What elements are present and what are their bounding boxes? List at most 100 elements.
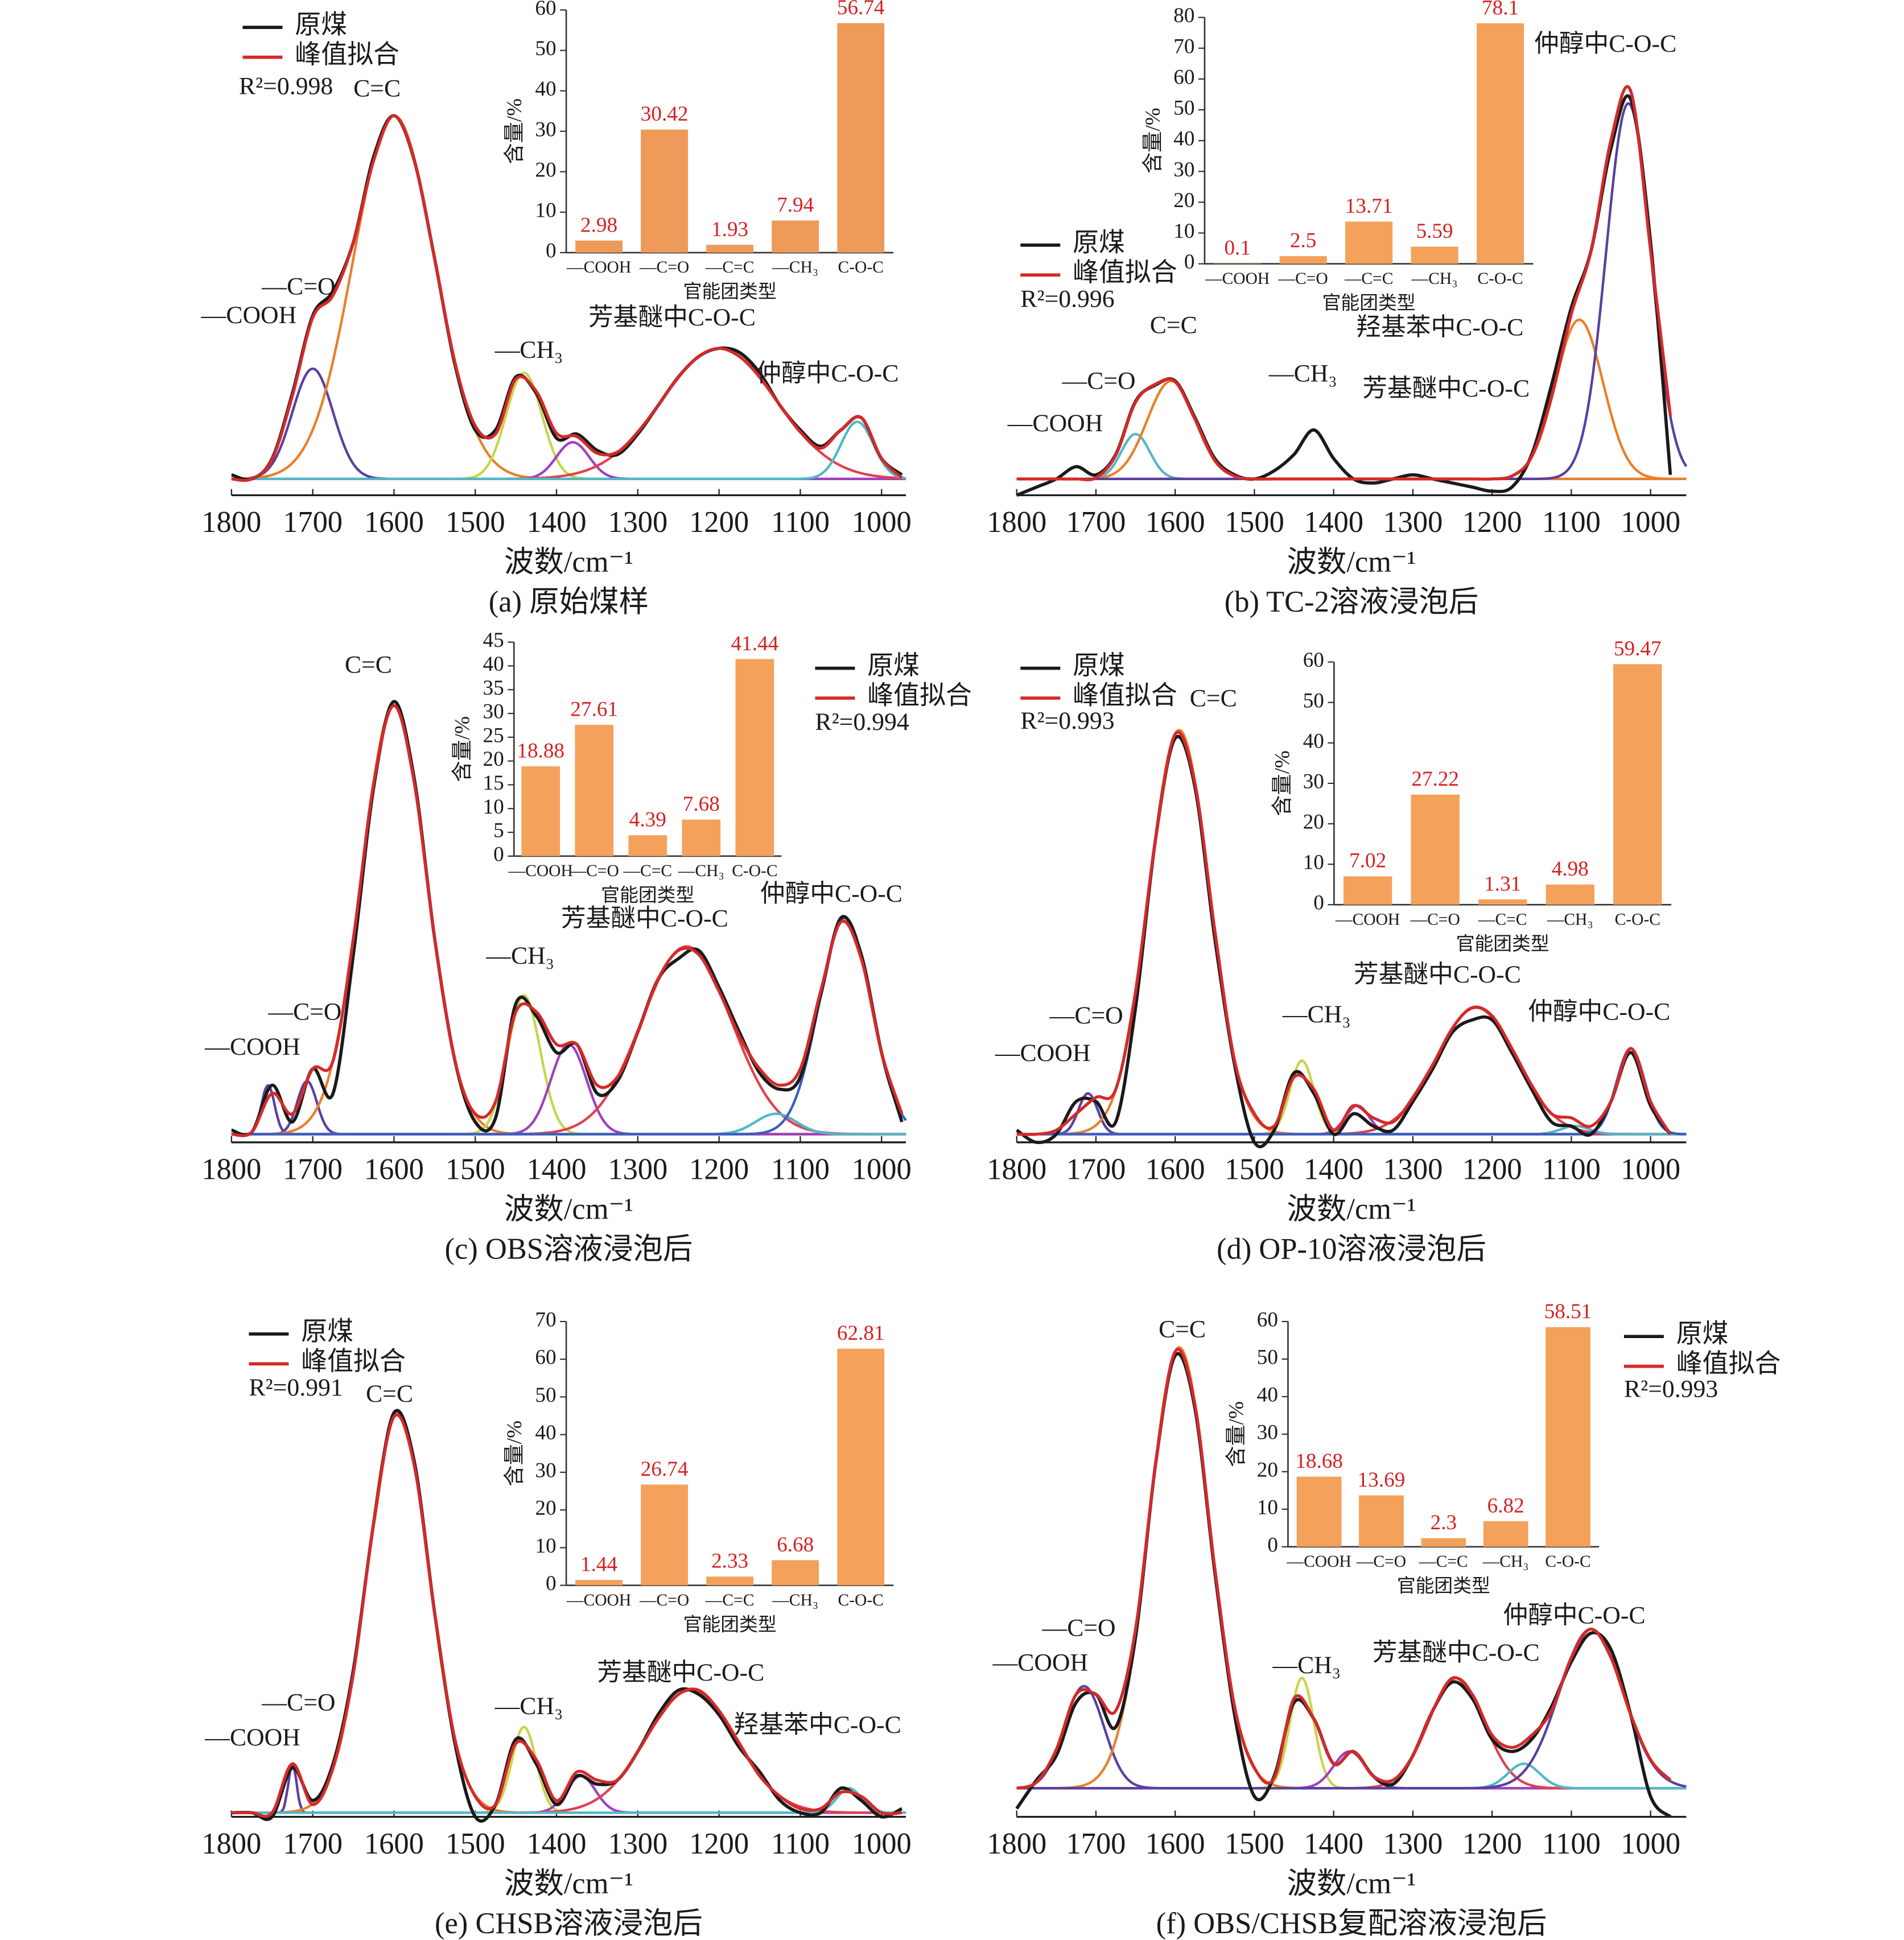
bar-value-label: 27.61 [570, 698, 618, 721]
x-tick-label: 1500 [446, 1153, 505, 1186]
fit-component [231, 917, 907, 1136]
inset-y-tick-label: 70 [1173, 35, 1194, 58]
bar-value-label: 78.1 [1482, 0, 1519, 19]
bar [735, 659, 774, 856]
x-axis-title: 波数/cm⁻¹ [504, 1867, 633, 1900]
inset-y-tick-label: 10 [535, 199, 556, 222]
bar-value-label: 2.33 [711, 1550, 748, 1573]
inset-x-title: 官能团类型 [683, 1614, 777, 1635]
bar [1613, 664, 1662, 905]
inset-category-label: —CH₃ [772, 1591, 818, 1609]
x-tick-label: 1200 [689, 1827, 749, 1860]
bar [1411, 794, 1460, 905]
inset-y-tick-label: 50 [535, 37, 556, 60]
inset-y-tick-label: 25 [483, 724, 504, 747]
peak-annotation: 芳基醚中C-O-C [1362, 375, 1530, 402]
bar [1279, 256, 1327, 264]
inset-category-label: —COOH [508, 862, 573, 880]
fit-component [1016, 379, 1687, 481]
bar [641, 129, 689, 253]
inset-x-title: 官能团类型 [683, 282, 777, 303]
inset-y-tick-label: 30 [1257, 1421, 1278, 1444]
peak-annotation: 仲醇中C-O-C [756, 360, 899, 387]
bar [575, 240, 623, 253]
peak-annotation: 羟基苯中C-O-C [1356, 314, 1523, 341]
x-tick-label: 1700 [1066, 506, 1126, 539]
bar [1546, 1327, 1590, 1547]
inset-category-label: —COOH [1335, 910, 1400, 928]
x-tick-label: 1000 [852, 506, 912, 539]
peak-annotation: —C=O [267, 998, 341, 1026]
inset-y-tick-label: 50 [1257, 1345, 1278, 1369]
x-tick-label: 1200 [689, 506, 749, 539]
legend-label: 峰值拟合 [1676, 1349, 1781, 1378]
peak-annotation: —C=O [1041, 1614, 1115, 1641]
bar-value-label: 2.3 [1431, 1511, 1457, 1534]
legend-label: 峰值拟合 [1073, 681, 1177, 710]
x-tick-label: 1000 [1621, 1827, 1680, 1860]
bar-value-label: 7.68 [683, 792, 720, 816]
legend-label: 峰值拟合 [301, 1347, 406, 1376]
inset-category-label: —C=C [705, 1591, 755, 1609]
bar [575, 1580, 623, 1586]
bar [1411, 246, 1458, 264]
legend-label: 原煤 [1676, 1319, 1729, 1348]
x-tick-label: 1300 [1383, 506, 1443, 539]
fit-component [231, 1787, 906, 1814]
inset-y-tick-label: 15 [483, 771, 504, 795]
x-tick-label: 1200 [1462, 506, 1522, 539]
peak-annotation: —CH₃ [1282, 1001, 1351, 1028]
peak-annotation: —C=O [261, 273, 335, 300]
caption: (c) OBS溶液浸泡后 [444, 1232, 693, 1265]
inset-category-label: C-O-C [1615, 910, 1660, 928]
bar-value-label: 18.88 [517, 739, 564, 762]
x-tick-label: 1300 [1383, 1153, 1443, 1186]
inset-y-tick-label: 60 [1257, 1308, 1278, 1331]
x-tick-label: 1400 [527, 506, 587, 539]
peak-annotation: 芳基醚中C-O-C [561, 905, 728, 932]
peak-annotation: 芳基醚中C-O-C [1354, 961, 1521, 988]
x-tick-label: 1400 [527, 1153, 587, 1186]
bar [1421, 1538, 1466, 1547]
bar [1478, 899, 1527, 905]
x-tick-label: 1400 [527, 1827, 587, 1860]
bar [1483, 1521, 1528, 1547]
inset-y-title: 含量/% [1141, 108, 1165, 174]
caption: (b) TC-2溶液浸泡后 [1225, 585, 1479, 618]
inset-y-tick-label: 0 [1267, 1533, 1278, 1557]
inset-category-label: C-O-C [838, 1591, 884, 1609]
inset-category-label: —C=C [1419, 1553, 1468, 1571]
bar [706, 245, 754, 253]
bar-value-label: 27.22 [1411, 767, 1459, 791]
x-tick-label: 1100 [1542, 1827, 1601, 1860]
peak-annotation: —CH₃ [494, 336, 563, 364]
x-tick-label: 1600 [1145, 1827, 1205, 1860]
x-axis-title: 波数/cm⁻¹ [1287, 1192, 1416, 1225]
legend-label: 原煤 [867, 651, 920, 680]
peak-annotation: 仲醇中C-O-C [1503, 1602, 1645, 1629]
bar-value-label: 13.69 [1358, 1468, 1406, 1492]
raw-spectrum [230, 700, 904, 1137]
legend-label: 原煤 [295, 10, 347, 39]
inset-y-tick-label: 5 [493, 819, 504, 843]
inset-y-tick-label: 0 [1313, 891, 1324, 915]
peak-annotation: 芳基醚中C-O-C [597, 1659, 764, 1686]
x-tick-label: 1800 [987, 1827, 1046, 1860]
x-tick-label: 1000 [1621, 1153, 1680, 1186]
bar-value-label: 1.31 [1484, 872, 1521, 895]
inset-y-tick-label: 20 [1303, 811, 1324, 834]
bar-value-label: 2.98 [580, 213, 617, 237]
fit-component [1016, 1750, 1687, 1790]
inset-category-label: C-O-C [1545, 1553, 1590, 1571]
inset-y-tick-label: 45 [483, 629, 504, 652]
bar-value-label: 7.02 [1349, 849, 1386, 873]
r-squared: R²=0.991 [249, 1374, 343, 1401]
peak-annotation: 芳基醚中C-O-C [588, 304, 756, 331]
inset-y-tick-label: 40 [535, 1421, 556, 1444]
x-tick-label: 1100 [771, 1153, 830, 1186]
legend-label: 原煤 [1073, 651, 1125, 680]
inset-y-tick-label: 40 [535, 77, 556, 101]
bar-value-label: 30.42 [641, 102, 689, 126]
